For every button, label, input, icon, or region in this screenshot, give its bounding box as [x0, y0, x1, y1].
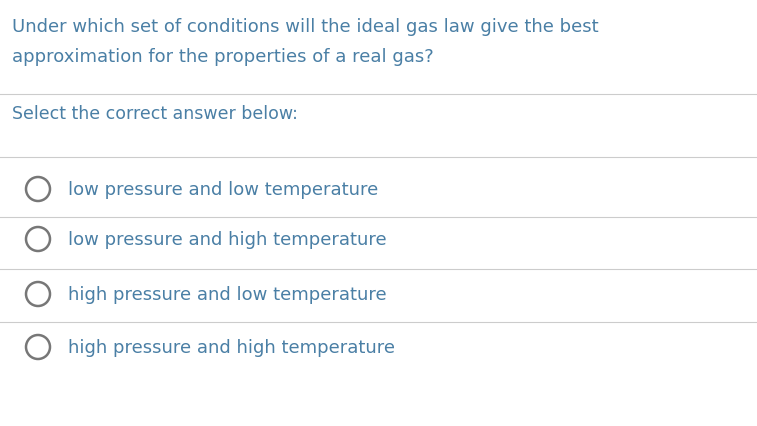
- Text: Select the correct answer below:: Select the correct answer below:: [12, 105, 298, 123]
- Text: Under which set of conditions will the ideal gas law give the best: Under which set of conditions will the i…: [12, 18, 599, 36]
- Text: low pressure and low temperature: low pressure and low temperature: [68, 181, 378, 199]
- Text: high pressure and low temperature: high pressure and low temperature: [68, 285, 387, 303]
- Text: low pressure and high temperature: low pressure and high temperature: [68, 230, 387, 248]
- Text: high pressure and high temperature: high pressure and high temperature: [68, 338, 395, 356]
- Text: approximation for the properties of a real gas?: approximation for the properties of a re…: [12, 48, 434, 66]
